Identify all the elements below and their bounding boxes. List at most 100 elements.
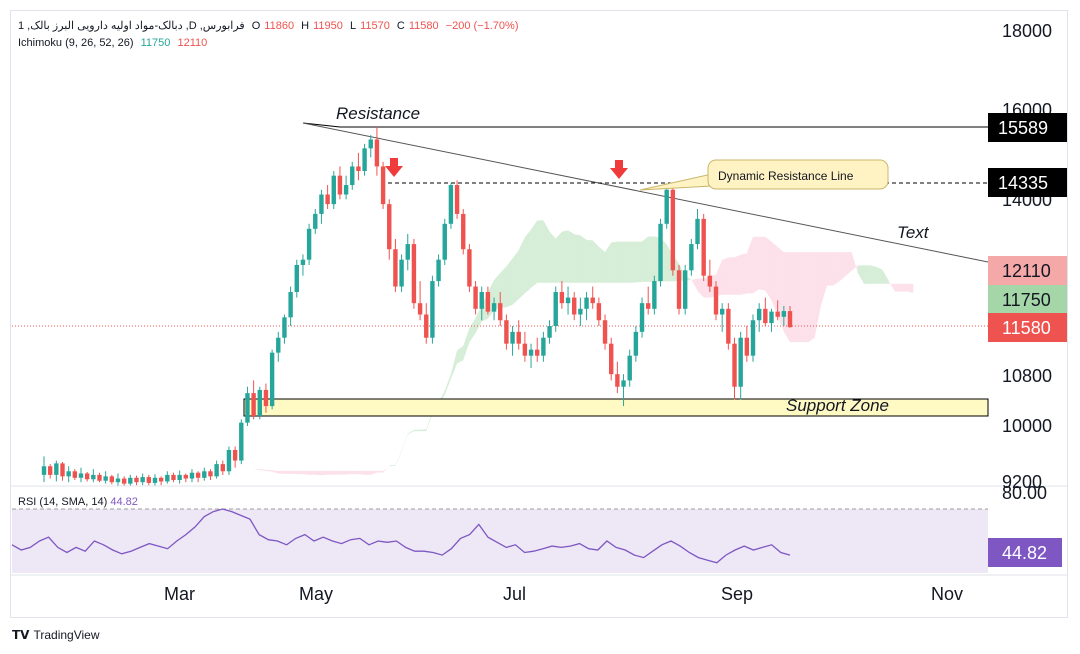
x-tick-jul: Jul xyxy=(503,584,526,604)
ichimoku-legend: Ichimoku (9, 26, 52, 26) 11750 12110 xyxy=(18,37,211,49)
svg-text:44.82: 44.82 xyxy=(1002,543,1047,563)
candle-body xyxy=(362,148,367,172)
svg-text:11750: 11750 xyxy=(1002,290,1051,310)
candle-body xyxy=(639,303,645,332)
rsi-line xyxy=(11,508,791,564)
candle-body xyxy=(442,223,447,260)
candle-body xyxy=(208,471,213,477)
candle-body xyxy=(491,303,497,312)
rsi-legend: RSI (14, SMA, 14) 44.82 xyxy=(18,496,138,508)
cloud-segment xyxy=(623,241,630,283)
candle-body xyxy=(535,349,540,356)
cloud-segment xyxy=(611,241,618,283)
cloud-segment xyxy=(259,469,266,471)
cloud-segment xyxy=(691,278,698,291)
dynamic-resistance-trendline xyxy=(302,122,989,263)
cloud-segment xyxy=(808,252,815,343)
candle-body xyxy=(756,308,762,321)
cloud-segment xyxy=(333,470,340,475)
support-zone xyxy=(243,398,989,417)
svg-text:15589: 15589 xyxy=(998,118,1048,138)
candle-body xyxy=(682,270,688,309)
resistance-label: Resistance xyxy=(336,104,420,123)
candle-body xyxy=(701,218,706,276)
svg-text:14335: 14335 xyxy=(998,173,1048,193)
cloud-segment xyxy=(876,266,883,284)
svg-text:12110: 12110 xyxy=(1002,261,1051,281)
rsi-tick-80: 80.00 xyxy=(1002,483,1047,503)
cloud-segment xyxy=(401,433,408,452)
cloud-segment xyxy=(395,450,402,466)
candle-body xyxy=(448,185,454,224)
cloud-segment xyxy=(870,265,877,284)
cloud-segment xyxy=(549,231,556,283)
candle-body xyxy=(84,473,90,480)
candle-body xyxy=(602,320,608,344)
candle-body xyxy=(787,311,793,328)
rsi-label: RSI (14, SMA, 14) xyxy=(18,496,108,508)
cloud-segment xyxy=(364,470,371,475)
candle-body xyxy=(763,308,768,324)
price-label-15589: 15589 xyxy=(988,113,1067,142)
candle-body xyxy=(719,308,725,315)
candle-body xyxy=(387,204,392,250)
candle-body xyxy=(781,311,787,317)
cloud-segment xyxy=(370,470,377,475)
cloud-segment xyxy=(734,254,741,295)
rsi-value-label: 44.82 xyxy=(988,538,1062,567)
cloud-segment xyxy=(524,229,532,294)
candle-body xyxy=(485,292,491,312)
candle-body xyxy=(41,466,47,475)
candle-body xyxy=(72,471,78,478)
candle-body xyxy=(676,270,682,309)
rsi-legend-value: 44.82 xyxy=(110,496,138,508)
high-value: 11950 xyxy=(313,20,343,32)
candle-body xyxy=(504,320,509,344)
cloud-segment xyxy=(586,239,593,283)
cloud-segment xyxy=(278,470,285,474)
cloud-segment xyxy=(697,278,704,298)
cloud-segment xyxy=(648,236,655,282)
x-tick-may: May xyxy=(299,584,333,604)
candle-body xyxy=(436,259,441,282)
candle-body xyxy=(547,326,552,338)
candle-body xyxy=(165,474,170,482)
candle-body xyxy=(695,218,700,245)
candle-body xyxy=(78,473,84,478)
cloud-segment xyxy=(321,470,328,476)
candle-body xyxy=(319,194,324,214)
tradingview-logo-icon: 𝗧𝗩 xyxy=(12,628,30,642)
candle-body xyxy=(288,292,293,318)
cloud-segment xyxy=(814,252,821,338)
candle-body xyxy=(263,389,269,407)
cloud-segment xyxy=(845,252,852,277)
candle-body xyxy=(146,477,152,483)
cloud-segment xyxy=(531,220,538,288)
candle-body xyxy=(54,463,59,475)
cloud-segment xyxy=(413,429,421,432)
candle-body xyxy=(461,213,466,250)
price-label-11580: 11580 xyxy=(988,313,1067,342)
y-tick-9200: 9200 xyxy=(1002,472,1042,492)
cloud-segment xyxy=(346,470,353,475)
candle-body xyxy=(750,320,756,356)
candle-body xyxy=(738,337,743,387)
cloud-segment xyxy=(802,252,809,343)
cloud-segment xyxy=(284,470,291,474)
candle-body xyxy=(325,194,330,205)
cloud-segment xyxy=(352,470,359,475)
candle-body xyxy=(300,259,306,265)
cloud-segment xyxy=(833,252,840,286)
candle-body xyxy=(195,472,201,478)
candle-body xyxy=(171,474,176,480)
candle-body xyxy=(380,166,386,205)
cloud-segment xyxy=(771,241,778,316)
cloud-segment xyxy=(469,317,476,343)
cloud-segment xyxy=(358,470,365,475)
cloud-segment xyxy=(753,236,760,294)
cloud-segment xyxy=(642,236,649,282)
cloud-segment xyxy=(592,240,599,283)
candle-body xyxy=(257,389,262,416)
candle-body xyxy=(276,337,281,353)
